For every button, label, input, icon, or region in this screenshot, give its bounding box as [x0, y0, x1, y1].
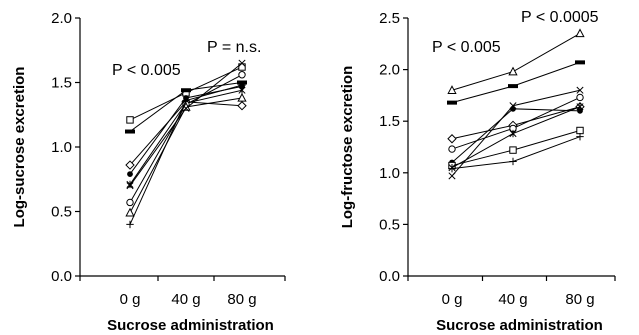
data-point-dash	[447, 100, 457, 105]
x-axis-title: Sucrose administration	[107, 317, 274, 334]
series-dash	[447, 60, 585, 105]
data-point-plus	[126, 220, 134, 229]
y-tick-label: 0.5	[379, 216, 400, 233]
left-chart-panel: 0.0 0.5 1.0 1.5 2.0 0 g 40 g 80 g Sucrose admini…	[11, 10, 286, 334]
y-tick-label: 1.5	[51, 75, 72, 92]
data-point-star	[576, 103, 584, 111]
data-point-x	[509, 102, 517, 110]
x-tick-label: 0 g	[120, 291, 141, 308]
p-value-annotation: P < 0.005	[432, 39, 501, 56]
data-point-circle	[238, 71, 246, 79]
series-plus	[448, 132, 584, 173]
series-square	[126, 63, 246, 124]
data-point-dash	[508, 84, 518, 89]
series-line	[451, 106, 581, 169]
data-point-x	[182, 104, 190, 112]
x-tick-label: 80 g	[227, 291, 256, 308]
p-value-annotation: P < 0.0005	[521, 9, 599, 26]
y-tick-label: 1.0	[51, 139, 72, 156]
data-point-triangle	[237, 92, 247, 102]
series-triangle	[125, 92, 247, 217]
data-point-square	[126, 116, 134, 124]
y-tick-label: 2.0	[379, 62, 400, 79]
data-point-diamond	[447, 134, 457, 144]
x-tick-label: 80 g	[565, 291, 594, 308]
series-x	[448, 86, 584, 180]
data-point-triangle	[125, 207, 135, 217]
y-tick-label: 2.0	[51, 10, 72, 27]
y-tick-label: 0.5	[51, 204, 72, 221]
data-point-circle	[576, 93, 584, 102]
data-point-dot	[127, 171, 133, 177]
data-point-star	[509, 129, 517, 138]
data-point-x	[238, 59, 246, 67]
series-line	[451, 106, 581, 140]
x-tick-label: 0 g	[442, 291, 463, 308]
data-point-plus	[576, 132, 584, 141]
right-chart-panel: 0.0 0.5 1.0 1.5 2.0 2.5 0 g 40 g 80 g Sucrose adm…	[339, 9, 616, 334]
data-point-plus	[182, 96, 190, 105]
series-x	[126, 59, 246, 190]
series-circle	[448, 93, 584, 153]
data-point-circle	[448, 145, 456, 153]
data-point-triangle	[508, 66, 518, 76]
p-value-annotation: P = n.s.	[207, 39, 261, 56]
y-tick-label: 0.0	[379, 268, 400, 285]
p-value-annotation: P < 0.005	[112, 62, 181, 79]
data-point-diamond	[237, 101, 247, 111]
series-line	[451, 61, 581, 104]
y-axis-title: Log-fructose excretion	[339, 66, 356, 229]
data-point-dash	[181, 88, 191, 93]
data-point-triangle	[575, 28, 585, 38]
y-tick-label: 1.0	[379, 165, 400, 182]
data-point-plus	[448, 164, 456, 173]
x-tick-label: 40 g	[498, 291, 527, 308]
data-point-x	[448, 172, 456, 180]
y-tick-label: 1.5	[379, 113, 400, 130]
data-point-plus	[509, 157, 517, 166]
series-plus	[126, 81, 246, 229]
data-point-plus	[238, 81, 246, 89]
data-point-triangle	[447, 85, 457, 94]
y-tick-label: 0.0	[51, 268, 72, 285]
series-line	[129, 97, 243, 214]
data-point-circle	[126, 198, 134, 207]
data-point-x	[576, 86, 584, 94]
data-point-x	[126, 182, 134, 190]
data-point-dash	[125, 129, 135, 134]
series-triangle	[447, 28, 585, 94]
x-tick-label: 40 g	[171, 291, 200, 308]
y-axis-title: Log-sucrose excretion	[11, 67, 28, 228]
data-point-square	[509, 146, 517, 154]
x-axis-title: Sucrose administration	[436, 317, 603, 334]
data-point-diamond	[125, 160, 135, 170]
data-point-dash	[575, 60, 585, 65]
series-line	[129, 62, 243, 186]
data-point-square	[576, 126, 584, 135]
y-tick-label: 2.5	[379, 10, 400, 27]
